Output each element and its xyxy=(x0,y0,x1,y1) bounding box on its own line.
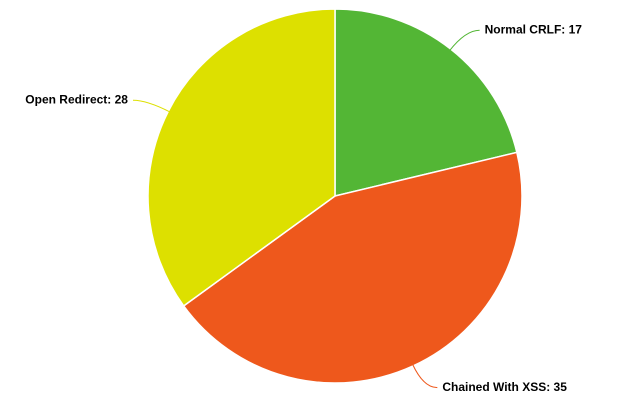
connector-line xyxy=(132,99,171,113)
slice-group: Open RedirectOpen Redirect: 28 xyxy=(25,8,336,307)
slice-group: Normal CRLFNormal CRLF: 17 xyxy=(334,8,583,197)
data-label: Chained With XSS: 35 xyxy=(442,380,567,394)
connector-line xyxy=(449,29,480,52)
connector-line xyxy=(411,363,438,389)
data-label: Normal CRLF: 17 xyxy=(485,22,583,36)
slice-group: Chained With XSSChained With XSS: 35 xyxy=(182,151,567,394)
data-label: Open Redirect: 28 xyxy=(25,92,128,106)
